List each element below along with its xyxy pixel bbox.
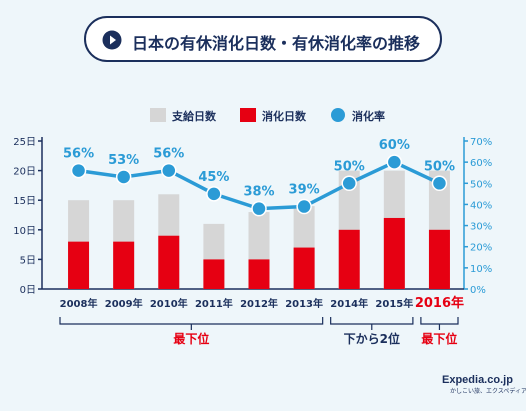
- play-circle-icon: [102, 30, 122, 50]
- legend-swatch-1: [240, 108, 256, 122]
- right-tick-label: 70%: [470, 137, 492, 148]
- bar-supply-2016年: [428, 170, 450, 289]
- right-tick-label: 20%: [470, 243, 492, 254]
- bar-used-2010年: [158, 235, 180, 289]
- rank-bracket-0: [59, 317, 324, 325]
- rank-label-1: 下から2位: [344, 331, 400, 346]
- x-tick-label-2011年: 2011年: [195, 297, 233, 310]
- right-tick-label: 30%: [470, 222, 492, 233]
- bar-used-2014年: [338, 229, 360, 289]
- rank-label-0: 最下位: [173, 331, 209, 346]
- bar-supply-2011年: [203, 223, 225, 289]
- chart-title-box: 日本の有休消化日数・有休消化率の推移: [84, 16, 442, 62]
- x-tick-label-2012年: 2012年: [240, 297, 278, 310]
- x-tick-label-2016年: 2016年: [415, 295, 464, 311]
- rate-label-2011年: 45%: [198, 170, 229, 185]
- x-tick-label-2008年: 2008年: [60, 297, 98, 310]
- bar-supply-2009年: [113, 200, 135, 289]
- bar-supply-2014年: [338, 170, 360, 289]
- rank-label-2: 最下位: [421, 331, 457, 346]
- rate-label-2016年: 50%: [424, 159, 455, 174]
- bar-supply-2013年: [293, 206, 315, 289]
- rate-label-2009年: 53%: [108, 153, 139, 168]
- chart-title: 日本の有休消化日数・有休消化率の推移: [132, 34, 421, 53]
- rate-label-2010年: 56%: [153, 147, 184, 162]
- x-tick-label-2013年: 2013年: [285, 297, 323, 310]
- expedia-logo: Expedia.co.jp かしこい旅、エクスペディア: [442, 374, 526, 395]
- x-tick-label-2010年: 2010年: [150, 297, 188, 310]
- left-tick-label: 10日: [13, 226, 36, 237]
- left-tick-label: 15日: [13, 196, 36, 207]
- rate-point-2009年: [115, 169, 132, 185]
- bar-supply-2008年: [68, 200, 90, 289]
- rate-point-2016年: [431, 175, 448, 192]
- rank-bracket-2: [420, 317, 459, 325]
- rate-label-2012年: 38%: [243, 185, 274, 200]
- right-tick-label: 10%: [470, 264, 492, 275]
- bar-supply-2012年: [248, 212, 270, 289]
- right-tick-label: 40%: [470, 200, 492, 211]
- x-tick-label-2014年: 2014年: [330, 297, 368, 310]
- bar-supply-2015年: [383, 170, 405, 289]
- right-tick-label: 50%: [470, 179, 492, 190]
- legend-label-1: 消化日数: [262, 109, 307, 123]
- legend-swatch-0: [150, 108, 166, 122]
- rate-label-2014年: 50%: [334, 159, 365, 174]
- legend-swatch-2: [331, 108, 345, 122]
- legend-label-2: 消化率: [352, 109, 385, 123]
- legend-label-0: 支給日数: [171, 109, 217, 123]
- rate-point-2013年: [296, 198, 312, 215]
- left-tick-label: 20日: [13, 167, 36, 178]
- right-tick-label: 60%: [470, 158, 492, 169]
- bar-used-2008年: [68, 241, 90, 289]
- bar-used-2013年: [293, 247, 315, 289]
- rate-line: [78, 160, 441, 211]
- bar-used-2015年: [383, 217, 405, 289]
- left-tick-label: 25日: [13, 137, 36, 148]
- left-tick-label: 0日: [20, 285, 36, 296]
- rate-label-2013年: 39%: [289, 183, 320, 198]
- rank-bracket-1: [330, 317, 414, 325]
- rate-point-2010年: [161, 162, 177, 179]
- bar-used-2016年: [428, 229, 450, 289]
- x-tick-label-2009年: 2009年: [105, 297, 143, 310]
- bar-supply-2010年: [158, 194, 180, 289]
- rate-label-2015年: 60%: [379, 138, 410, 153]
- x-tick-label-2015年: 2015年: [375, 297, 413, 310]
- rate-point-2008年: [70, 162, 87, 179]
- rate-point-2014年: [341, 175, 357, 192]
- left-tick-label: 5日: [20, 255, 36, 266]
- rate-point-2012年: [251, 200, 267, 217]
- rate-label-2008年: 56%: [63, 147, 94, 162]
- logo-text: Expedia.co.jp: [442, 374, 513, 386]
- bar-used-2011年: [203, 259, 225, 289]
- rate-point-2015年: [386, 154, 403, 170]
- bar-used-2009年: [113, 241, 135, 289]
- logo-tagline: かしこい旅、エクスペディア: [450, 389, 526, 395]
- bar-used-2012年: [248, 259, 270, 289]
- right-tick-label: 0%: [470, 285, 486, 296]
- rate-point-2011年: [206, 186, 222, 202]
